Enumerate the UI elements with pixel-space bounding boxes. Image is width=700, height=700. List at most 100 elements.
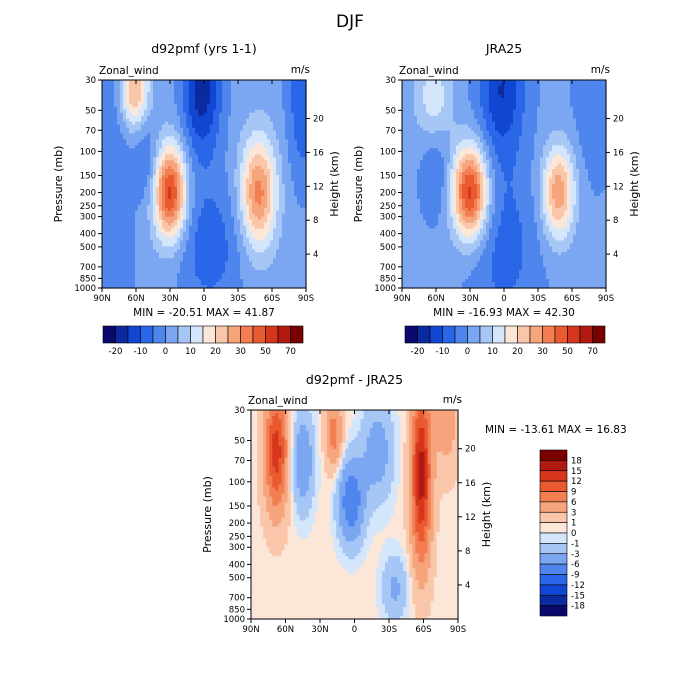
contour-cell xyxy=(174,154,178,158)
contour-cell xyxy=(228,82,232,87)
contour-cell xyxy=(195,115,199,120)
contour-cell xyxy=(105,148,109,152)
contour-cell xyxy=(144,166,148,170)
contour-cell xyxy=(171,151,175,155)
contour-cell xyxy=(297,97,301,102)
contour-cell xyxy=(171,133,175,138)
contour-cell xyxy=(189,163,193,167)
contour-cell xyxy=(267,91,271,96)
contour-cell xyxy=(102,148,106,152)
contour-cell xyxy=(165,109,169,114)
contour-cell xyxy=(195,103,199,108)
contour-cell xyxy=(285,103,289,108)
contour-cell xyxy=(189,91,193,96)
contour-cell xyxy=(198,91,202,96)
contour-cell xyxy=(165,112,169,117)
contour-cell xyxy=(270,97,274,102)
contour-cell xyxy=(213,136,217,141)
contour-cell xyxy=(258,130,262,135)
contour-cell xyxy=(156,130,160,135)
contour-cell xyxy=(117,112,121,117)
contour-cell xyxy=(273,121,277,126)
contour-cell xyxy=(207,136,211,141)
contour-cell xyxy=(264,94,268,99)
contour-cell xyxy=(156,136,160,141)
contour-cell xyxy=(174,115,178,120)
contour-cell xyxy=(114,106,118,111)
contour-cell xyxy=(234,142,238,146)
contour-cell xyxy=(216,154,220,158)
contour-cell xyxy=(270,85,274,90)
contour-cell xyxy=(123,112,127,117)
contour-cell xyxy=(243,88,247,93)
contour-cell xyxy=(288,80,292,84)
contour-cell xyxy=(219,148,223,152)
contour-cell xyxy=(201,163,205,167)
contour-cell xyxy=(225,127,229,132)
contour-cell xyxy=(204,115,208,120)
contour-cell xyxy=(144,103,148,108)
contour-cell xyxy=(102,106,106,111)
contour-cell xyxy=(219,154,223,158)
contour-cell xyxy=(159,160,163,164)
contour-cell xyxy=(198,85,202,90)
contour-cell xyxy=(183,88,187,93)
contour-cell xyxy=(234,133,238,138)
contour-cell xyxy=(258,88,262,93)
contour-cell xyxy=(102,139,106,143)
contour-cell xyxy=(126,115,130,120)
contour-cell xyxy=(168,103,172,108)
contour-cell xyxy=(291,121,295,126)
contour-cell xyxy=(189,160,193,164)
contour-cell xyxy=(249,121,253,126)
contour-cell xyxy=(291,85,295,90)
contour-cell xyxy=(198,163,202,167)
contour-cell xyxy=(204,106,208,111)
contour-cell xyxy=(303,127,307,132)
contour-cell xyxy=(243,109,247,114)
contour-cell xyxy=(114,85,118,90)
contour-cell xyxy=(219,118,223,123)
contour-cell xyxy=(177,142,181,146)
contour-cell xyxy=(162,151,166,155)
contour-cell xyxy=(264,142,268,146)
contour-cell xyxy=(144,85,148,90)
contour-cell xyxy=(225,103,229,108)
contour-cell xyxy=(243,130,247,135)
contour-cell xyxy=(228,106,232,111)
contour-cell xyxy=(129,88,133,93)
contour-cell xyxy=(252,80,256,84)
contour-cell xyxy=(171,160,175,164)
contour-cell xyxy=(204,88,208,93)
contour-cell xyxy=(255,85,259,90)
contour-cell xyxy=(147,163,151,167)
contour-cell xyxy=(204,124,208,129)
contour-cell xyxy=(195,133,199,138)
contour-cell xyxy=(189,109,193,114)
colorbar-label: 50 xyxy=(260,347,271,357)
contour-cell xyxy=(240,97,244,102)
contour-cell xyxy=(216,157,220,161)
contour-cell xyxy=(201,160,205,164)
contour-cell xyxy=(123,109,127,114)
contour-cell xyxy=(135,112,139,117)
contour-cell xyxy=(114,124,118,129)
contour-cell xyxy=(216,130,220,135)
contour-cell xyxy=(135,94,139,99)
contour-cell xyxy=(210,136,214,141)
contour-cell xyxy=(258,157,262,161)
contour-cell xyxy=(261,148,265,152)
contour-cell xyxy=(132,139,136,143)
contour-cell xyxy=(162,88,166,93)
contour-cell xyxy=(201,103,205,108)
contour-cell xyxy=(264,91,268,96)
contour-cell xyxy=(174,100,178,105)
contour-cell xyxy=(105,91,109,96)
contour-cell xyxy=(255,160,259,164)
contour-cell xyxy=(186,85,190,90)
contour-cell xyxy=(213,112,217,117)
contour-cell xyxy=(294,151,298,155)
contour-cell xyxy=(177,115,181,120)
contour-cell xyxy=(207,133,211,138)
contour-cell xyxy=(255,112,259,117)
